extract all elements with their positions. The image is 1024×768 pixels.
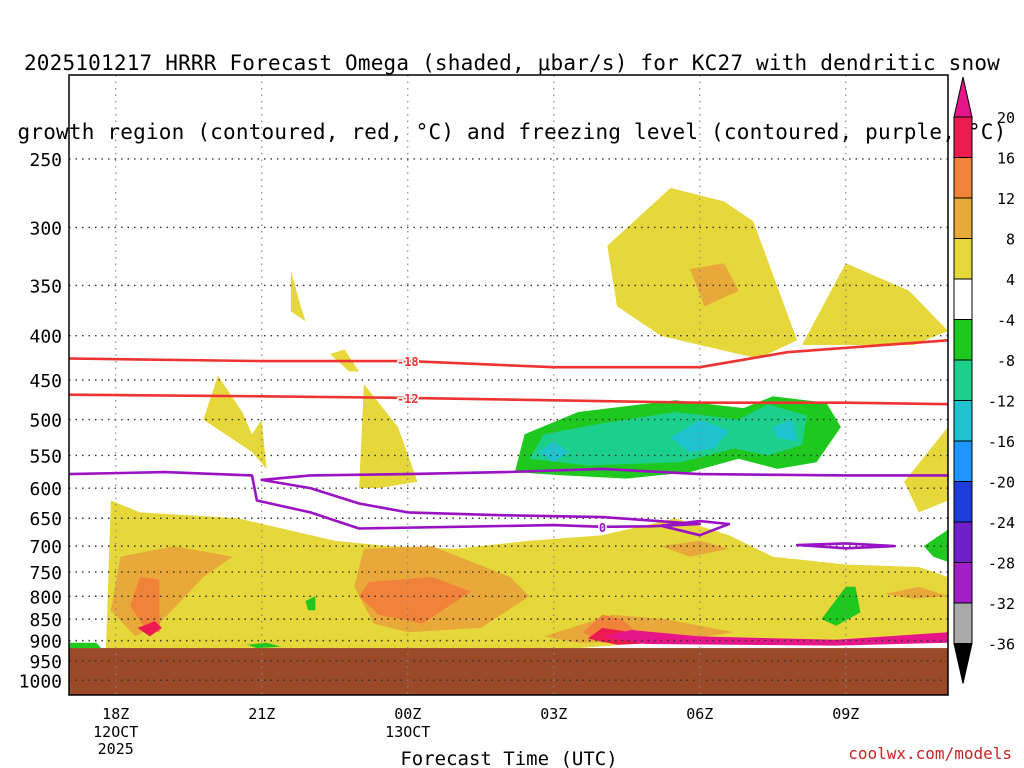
contour--18 bbox=[68, 339, 949, 369]
colorbar-label-0: 20 bbox=[997, 109, 1015, 127]
colorbar-label-6: -8 bbox=[997, 352, 1015, 370]
shade-omega-pos-8-12-d bbox=[660, 540, 729, 557]
x-tick-sublabel-00Z-0: 13OCT bbox=[385, 723, 430, 741]
contour-label--18: -18 bbox=[397, 355, 419, 369]
watermark: coolwx.com/models bbox=[848, 744, 1012, 763]
x-axis-label: Forecast Time (UTC) bbox=[400, 748, 617, 768]
shade-omega-neg-12-16-a bbox=[539, 441, 569, 463]
x-tick-label-21Z: 21Z bbox=[248, 705, 275, 723]
y-tick-label-550: 550 bbox=[29, 446, 62, 467]
colorbar-box-12 bbox=[953, 602, 973, 644]
shade-omega-neg-small-2 bbox=[305, 596, 316, 611]
colorbar-label-9: -20 bbox=[988, 474, 1015, 492]
x-tick-label-06Z: 06Z bbox=[686, 705, 713, 723]
shade-omega-neg-small-4 bbox=[69, 642, 102, 649]
y-tick-label-750: 750 bbox=[29, 563, 62, 584]
x-tick-label-09Z: 09Z bbox=[832, 705, 859, 723]
y-tick-label-950: 950 bbox=[29, 652, 62, 673]
contour-label--12: -12 bbox=[397, 392, 419, 406]
shade-omega-neg-12-16-c bbox=[772, 419, 798, 442]
shade-omega-pos-8-12-e bbox=[884, 586, 948, 599]
x-tick-label-03Z: 03Z bbox=[540, 705, 567, 723]
colorbar: 20 16 12 8 4 -4 -8 -12 -16 -20 -24 -28 -32 -36 bbox=[953, 76, 1015, 684]
shade-omega-pos-12-16-a bbox=[130, 577, 160, 633]
y-tick-label-500: 500 bbox=[29, 411, 62, 432]
shade-omega-pos-right bbox=[904, 427, 948, 513]
shade-omega-pos-4-8-a bbox=[106, 500, 948, 649]
colorbar-box-0 bbox=[953, 116, 973, 158]
colorbar-label-8: -16 bbox=[988, 433, 1015, 451]
colorbar-label-2: 12 bbox=[997, 190, 1015, 208]
y-tick-label-850: 850 bbox=[29, 610, 62, 631]
y-tick-label-600: 600 bbox=[29, 479, 62, 500]
chart-title: 2025101217 HRRR Forecast Omega (shaded, … bbox=[0, 6, 1024, 167]
shade-omega-pos-mid-2 bbox=[359, 384, 418, 489]
shade-omega-neg-small-1 bbox=[821, 586, 861, 626]
colorbar-box-9 bbox=[953, 481, 973, 523]
x-tick-sublabel-18Z-0: 12OCT bbox=[93, 723, 138, 741]
colorbar-box-10 bbox=[953, 521, 973, 563]
colorbar-label-11: -28 bbox=[988, 555, 1015, 573]
colorbar-label-3: 8 bbox=[1006, 231, 1015, 249]
shade-omega-neg-12-16-b bbox=[670, 419, 729, 452]
contour--12 bbox=[68, 393, 949, 406]
shade-omega-neg-small-5 bbox=[247, 642, 282, 649]
chart-title-line-2: growth region (contoured, red, °C) and f… bbox=[17, 120, 1007, 144]
shade-omega-pos-12-16-b bbox=[359, 577, 471, 624]
x-tick-sublabel-18Z-1: 2025 bbox=[98, 740, 134, 758]
colorbar-box-5 bbox=[953, 319, 973, 361]
contour-0-small-1 bbox=[660, 519, 731, 537]
y-tick-label-350: 350 bbox=[29, 276, 62, 297]
colorbar-label-10: -24 bbox=[988, 514, 1015, 532]
contour-0-small-2 bbox=[795, 542, 896, 550]
axes-layer: 2503003504004505005506006507007508008509… bbox=[19, 74, 949, 758]
shade-omega-neg-8-12 bbox=[529, 404, 807, 466]
shade-omega-pos-upper-3 bbox=[290, 270, 306, 322]
colorbar-label-5: -4 bbox=[997, 312, 1015, 330]
colorbar-box-4 bbox=[953, 278, 973, 320]
colorbar-box-8 bbox=[953, 440, 973, 482]
shade-omega-pos-mid-1 bbox=[203, 375, 267, 469]
shade-omega-pos-20-plus bbox=[602, 630, 948, 646]
colorbar-label-1: 16 bbox=[997, 150, 1015, 168]
shade-omega-pos-8-12-upper bbox=[690, 263, 739, 307]
y-tick-label-900: 900 bbox=[29, 632, 62, 653]
ground-layer bbox=[69, 648, 948, 695]
shade-omega-pos-upper-2 bbox=[802, 263, 948, 345]
x-tick-label-00Z: 00Z bbox=[394, 705, 421, 723]
y-tick-label-250: 250 bbox=[29, 150, 62, 171]
ground-rect bbox=[69, 648, 948, 695]
y-tick-label-300: 300 bbox=[29, 218, 62, 239]
plot-frame bbox=[68, 74, 949, 696]
y-tick-label-800: 800 bbox=[29, 587, 62, 608]
colorbar-box-1 bbox=[953, 157, 973, 199]
contour-layer: -18 -12 0 bbox=[68, 339, 949, 550]
shade-omega-neg-small-3 bbox=[923, 529, 948, 562]
contour-0 bbox=[68, 467, 948, 530]
colorbar-box-7 bbox=[953, 400, 973, 442]
colorbar-box-2 bbox=[953, 197, 973, 239]
y-tick-label-400: 400 bbox=[29, 327, 62, 348]
colorbar-box-11 bbox=[953, 562, 973, 604]
shade-omega-pos-16-20-a bbox=[137, 621, 162, 637]
colorbar-label-4: 4 bbox=[1006, 271, 1015, 289]
colorbar-label-12: -32 bbox=[988, 595, 1015, 613]
y-tick-label-1000: 1000 bbox=[19, 671, 62, 692]
contour-label-0: 0 bbox=[599, 521, 606, 535]
y-tick-label-450: 450 bbox=[29, 371, 62, 392]
colorbar-label-7: -12 bbox=[988, 393, 1015, 411]
colorbar-box-6 bbox=[953, 359, 973, 401]
omega-shading-layer bbox=[69, 187, 948, 649]
colorbar-bottom-arrow bbox=[953, 643, 973, 684]
colorbar-box-3 bbox=[953, 238, 973, 280]
y-tick-label-650: 650 bbox=[29, 509, 62, 530]
colorbar-top-arrow bbox=[953, 76, 973, 118]
colorbar-label-13: -36 bbox=[988, 636, 1015, 654]
y-tick-label-700: 700 bbox=[29, 537, 62, 558]
chart-title-line-1: 2025101217 HRRR Forecast Omega (shaded, … bbox=[23, 51, 1001, 75]
x-tick-label-18Z: 18Z bbox=[102, 705, 129, 723]
